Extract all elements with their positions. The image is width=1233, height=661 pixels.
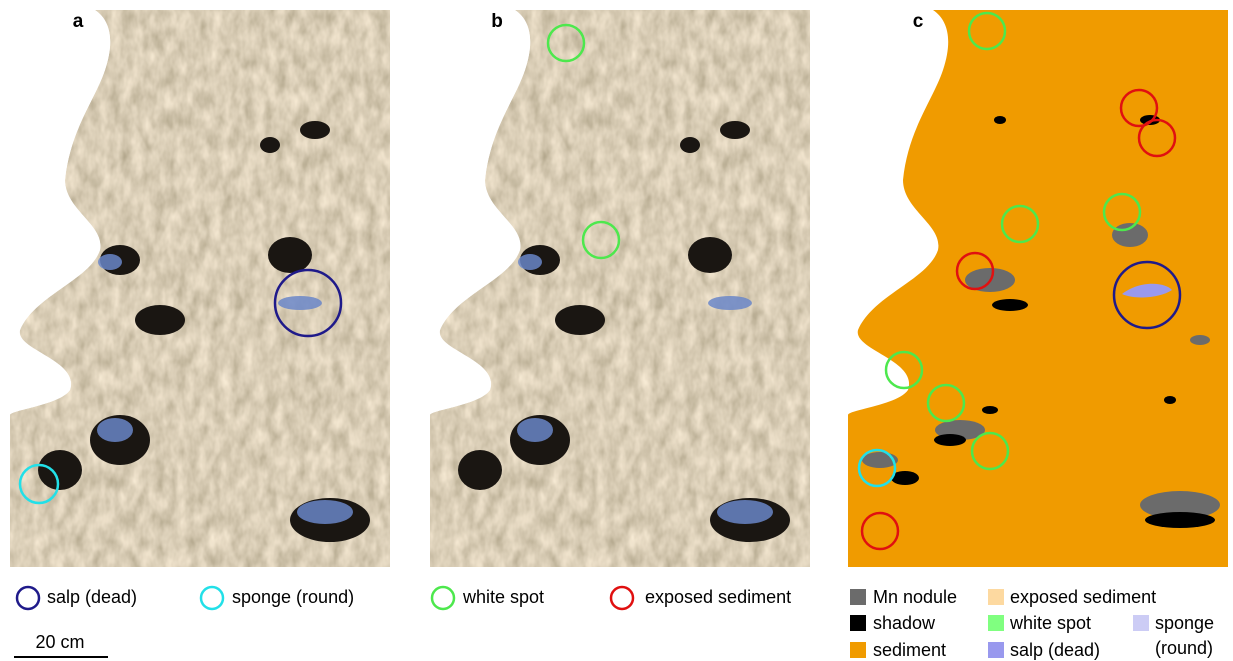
legend-label: sponge (round): [232, 587, 354, 607]
legend-label: exposed sediment: [1010, 587, 1156, 607]
legend-label: sponge: [1155, 613, 1214, 633]
legend-label: salp (dead): [47, 587, 137, 607]
annotations: [18, 11, 1182, 551]
legend-label: white spot: [1009, 613, 1091, 633]
legend-label: sediment: [873, 640, 946, 660]
panel-label: b: [491, 11, 503, 32]
legend-label: shadow: [873, 613, 936, 633]
scale-bar-label: 20 cm: [35, 632, 84, 652]
panel-label: c: [913, 11, 924, 32]
legend-label: Mn nodule: [873, 587, 957, 607]
legend-label: exposed sediment: [645, 587, 791, 607]
panel-c: [848, 10, 1228, 567]
legend-label: salp (dead): [1010, 640, 1100, 660]
legend-label: white spot: [462, 587, 544, 607]
panel-a: [10, 10, 390, 567]
panel-label: a: [73, 11, 84, 32]
legend-label: (round): [1155, 638, 1213, 658]
panel-b: [430, 10, 810, 567]
